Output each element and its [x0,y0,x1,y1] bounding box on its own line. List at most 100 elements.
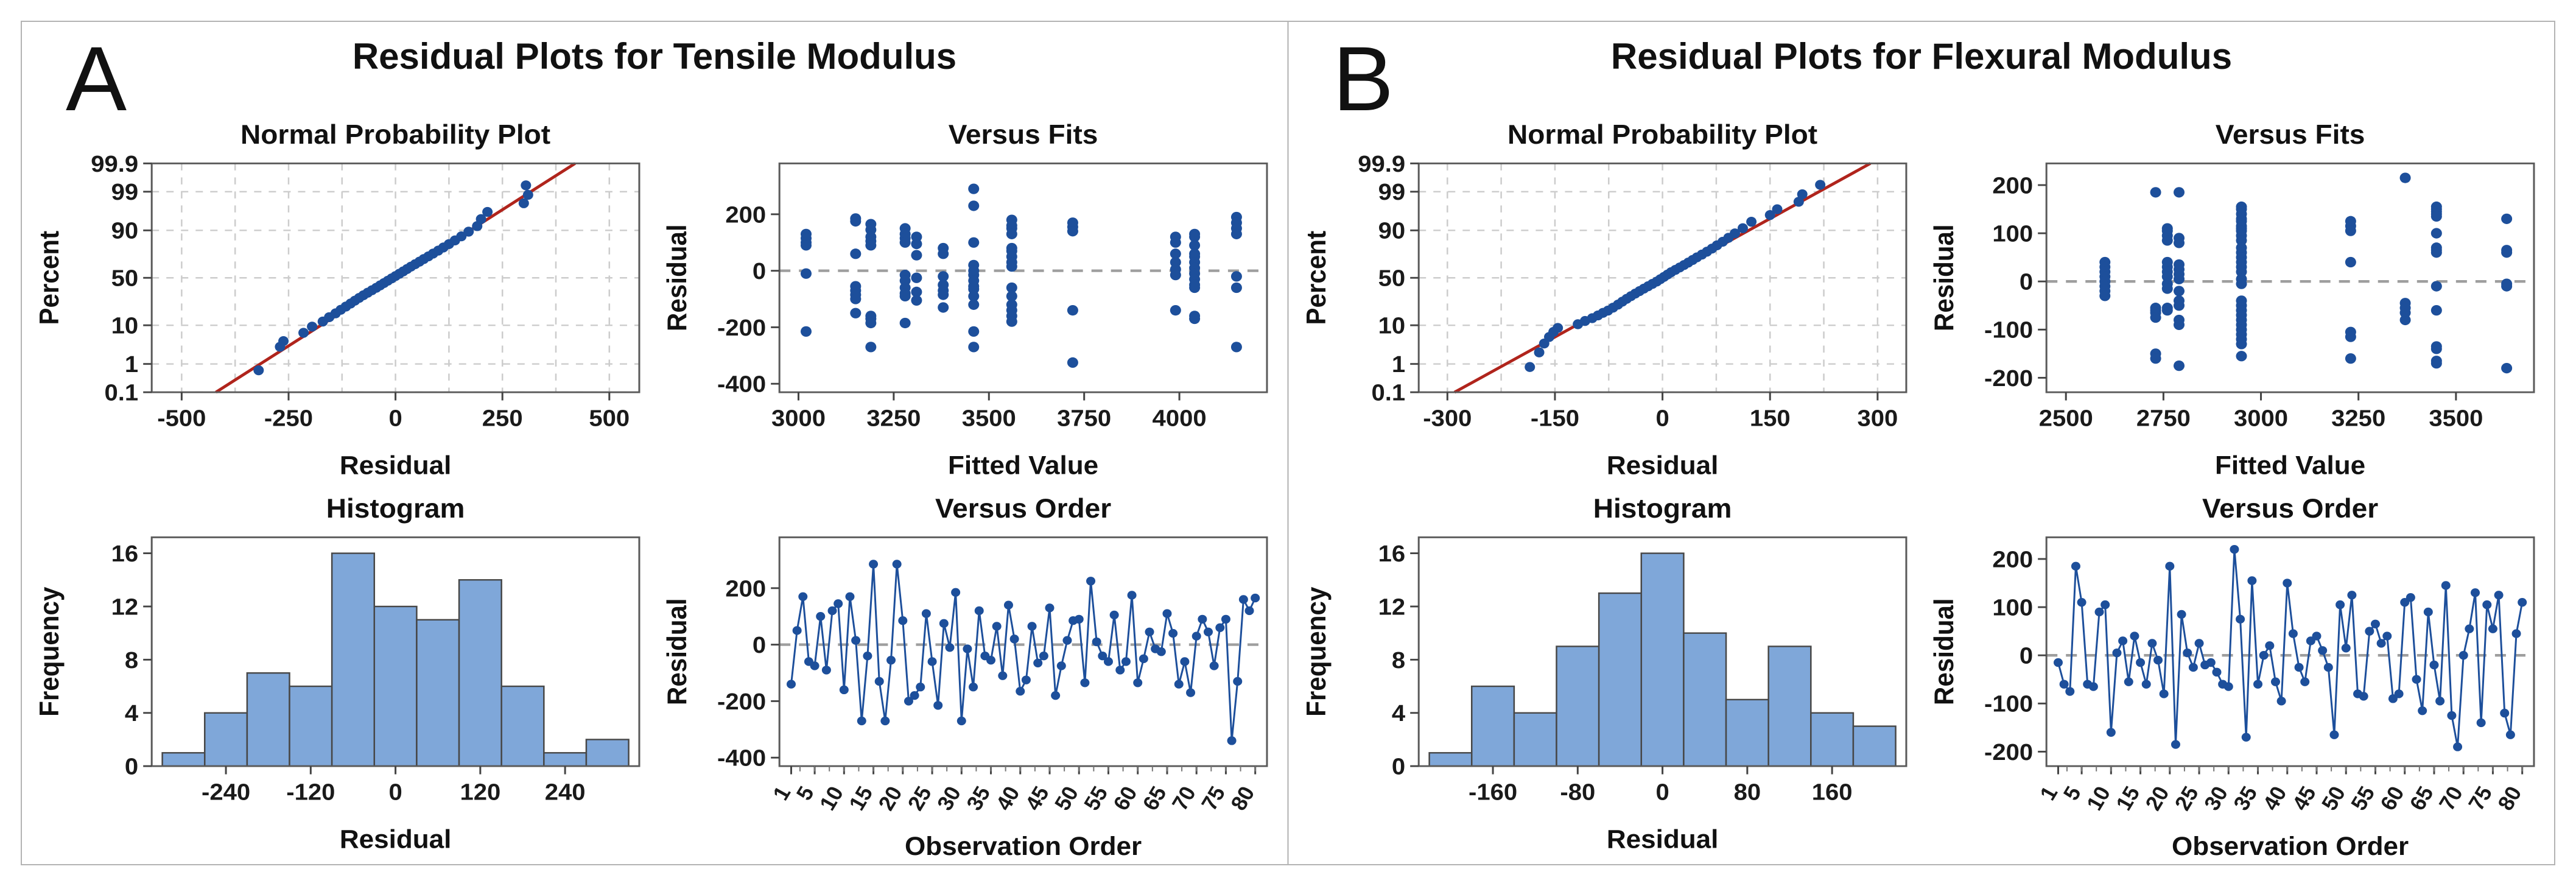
svg-text:Residual: Residual [1607,825,1719,854]
svg-text:15: 15 [844,782,878,814]
svg-text:100: 100 [1992,221,2033,247]
svg-text:1: 1 [768,782,796,804]
chart-a-normal-probability-plot: Normal Probability Plot -500 -250 0 250 500 0.… [35,119,640,480]
svg-text:0: 0 [125,754,138,779]
svg-text:Residual: Residual [340,451,452,480]
svg-text:-150: -150 [1531,406,1579,431]
svg-text:0.1: 0.1 [1372,380,1406,406]
svg-text:2500: 2500 [2039,406,2093,431]
svg-text:0: 0 [388,406,402,431]
svg-text:4: 4 [1392,700,1405,726]
svg-text:70: 70 [1168,782,1201,814]
chart-b-versus-fits: Versus Fits 2500 2750 3000 3250 3500 -200 -100 0… [1929,119,2535,480]
svg-text:Residual: Residual [1929,598,1959,705]
svg-text:0: 0 [1392,754,1405,779]
svg-text:Versus Order: Versus Order [2202,493,2378,523]
svg-text:Fitted Value: Fitted Value [2215,451,2365,480]
chart-a-histogram: Histogram -240 -120 0 120 240 0 4 8 12 16 Frequency… [35,493,640,854]
svg-text:0: 0 [753,259,766,284]
svg-text:Residual: Residual [1929,224,1959,331]
svg-text:80: 80 [2493,782,2527,814]
svg-text:10: 10 [815,782,849,814]
svg-text:90: 90 [111,218,139,244]
chart-b-versus-order: Versus Order1510152025303540455055606570… [1929,493,2535,859]
svg-text:Percent: Percent [1302,231,1332,325]
svg-text:12: 12 [1378,594,1406,620]
svg-text:4: 4 [125,700,138,726]
svg-text:Observation Order: Observation Order [905,832,1142,859]
svg-text:Normal Probability Plot: Normal Probability Plot [240,119,550,150]
svg-text:5: 5 [2059,782,2086,804]
svg-text:35: 35 [962,782,995,814]
svg-text:200: 200 [1992,547,2033,572]
panel-b-charts: Normal Probability Plot -300 -150 0 150 300 0.… [1294,112,2549,859]
chart-a-versus-order: Versus Order1510152025303540455055606570… [662,493,1268,859]
svg-text:65: 65 [2406,782,2439,814]
svg-text:30: 30 [2200,782,2233,814]
svg-text:1: 1 [1392,352,1405,378]
svg-text:3250: 3250 [866,406,921,431]
svg-text:160: 160 [1812,779,1853,805]
chart-b-normal-probability-plot: Normal Probability Plot-300 -150 0 150 3000.… [1302,119,1907,480]
svg-text:Histogram: Histogram [326,493,465,523]
svg-text:50: 50 [2317,782,2351,814]
svg-text:-200: -200 [717,689,766,714]
svg-text:3500: 3500 [2429,406,2483,431]
svg-text:120: 120 [460,779,500,805]
svg-text:0: 0 [2020,269,2033,295]
svg-text:Histogram: Histogram [1593,493,1732,523]
svg-text:250: 250 [482,406,523,431]
svg-text:16: 16 [1378,541,1406,566]
svg-text:45: 45 [1021,782,1055,814]
svg-text:150: 150 [1750,406,1791,431]
svg-text:240: 240 [545,779,586,805]
svg-text:16: 16 [111,541,139,566]
svg-text:80: 80 [1734,779,1761,805]
svg-text:200: 200 [1992,173,2033,199]
svg-text:99: 99 [111,180,139,205]
svg-text:-240: -240 [202,779,250,805]
panel-divider [1287,22,1289,864]
panel-a-letter: A [66,27,127,130]
svg-text:-300: -300 [1423,406,1472,431]
svg-text:75: 75 [2464,782,2497,814]
chart-a-versus-fits: Versus Fits 3000 3250 3500 3750 4000 -400 -200 0… [662,119,1268,480]
svg-text:3000: 3000 [2234,406,2288,431]
svg-text:1: 1 [125,352,138,378]
svg-text:99: 99 [1378,180,1406,205]
svg-text:99.9: 99.9 [1358,152,1405,177]
svg-text:100: 100 [1992,595,2033,621]
svg-text:300: 300 [1857,406,1898,431]
svg-text:8: 8 [125,647,138,673]
svg-text:55: 55 [2346,782,2380,814]
svg-text:-400: -400 [717,745,766,771]
svg-text:0.1: 0.1 [105,380,139,406]
svg-text:Versus Order: Versus Order [935,493,1111,523]
svg-text:-100: -100 [1984,317,2033,343]
svg-text:99.9: 99.9 [91,152,138,177]
svg-text:1: 1 [2035,782,2063,804]
svg-text:50: 50 [1050,782,1084,814]
panel-b: B Residual Plots for Flexural Modulus No… [1289,22,2554,864]
svg-text:90: 90 [1378,218,1406,244]
svg-text:Versus Fits: Versus Fits [2216,119,2365,150]
svg-text:25: 25 [904,782,937,814]
svg-text:20: 20 [874,782,907,814]
svg-text:4000: 4000 [1153,406,1207,431]
svg-text:40: 40 [991,782,1025,814]
svg-text:Observation Order: Observation Order [2172,832,2409,859]
svg-text:3250: 3250 [2331,406,2385,431]
panel-a-charts: Normal Probability Plot -500 -250 0 250 500 0.… [27,112,1282,859]
svg-text:0: 0 [753,632,766,658]
svg-text:45: 45 [2288,782,2322,814]
svg-text:3750: 3750 [1057,406,1111,431]
chart-b-histogram: Histogram -160 -80 0 80 160 0 4 8 12 16 Frequency Re… [1302,493,1907,854]
svg-text:-200: -200 [1984,739,2033,765]
svg-text:0: 0 [388,779,402,805]
svg-text:50: 50 [1378,265,1406,291]
svg-text:10: 10 [2082,782,2116,814]
svg-text:200: 200 [725,576,766,602]
svg-text:8: 8 [1392,647,1405,673]
svg-text:-120: -120 [286,779,335,805]
